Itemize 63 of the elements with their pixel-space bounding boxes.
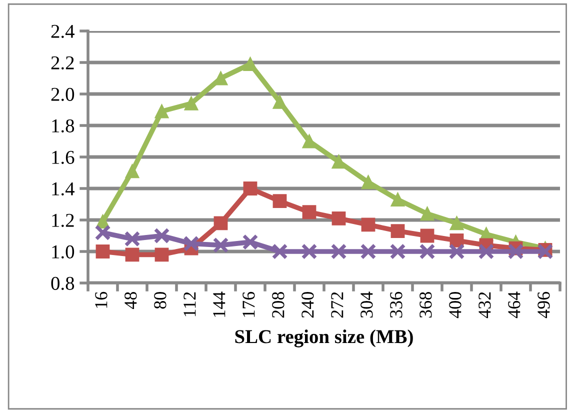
point xyxy=(125,164,140,178)
point xyxy=(301,244,318,260)
x-tick-label: 336 xyxy=(390,292,402,318)
x-tick-label: 16 xyxy=(95,292,108,308)
point xyxy=(242,234,258,250)
point xyxy=(272,94,287,109)
point xyxy=(154,248,169,262)
y-tick-label: 1.4 xyxy=(52,182,74,196)
point xyxy=(390,224,405,238)
point xyxy=(212,237,229,254)
x-tick-label: 368 xyxy=(420,292,432,318)
point xyxy=(332,154,346,169)
x-tick-label: 176 xyxy=(242,292,255,317)
y-tick-label: 0.8 xyxy=(51,276,74,290)
x-tick-label: 272 xyxy=(331,292,344,318)
point xyxy=(478,244,494,260)
point xyxy=(272,194,287,208)
x-tick-label: 400 xyxy=(449,292,462,318)
point xyxy=(390,192,405,206)
point xyxy=(302,134,316,148)
y-tick-label: 2.0 xyxy=(51,88,74,102)
point xyxy=(360,244,376,260)
y-tick-label: 1.8 xyxy=(52,119,74,133)
point xyxy=(448,244,465,260)
x-tick-label: 240 xyxy=(302,292,314,318)
x-tick-label: 112 xyxy=(184,292,196,316)
point xyxy=(330,244,347,260)
x-tick-label: 80 xyxy=(154,292,166,309)
x-tick-label: 48 xyxy=(124,292,137,310)
point xyxy=(361,218,376,232)
point xyxy=(243,57,258,72)
point xyxy=(508,244,524,260)
point xyxy=(94,224,111,241)
y-tick-label: 2.4 xyxy=(51,24,74,38)
point xyxy=(184,96,198,110)
point xyxy=(272,244,288,260)
point xyxy=(154,104,169,118)
y-tick-label: 1.0 xyxy=(52,245,74,259)
x-tick-label: 464 xyxy=(508,292,520,318)
x-tick-label: 144 xyxy=(213,292,226,317)
point xyxy=(125,248,140,262)
point xyxy=(214,216,228,230)
point xyxy=(419,244,436,260)
point xyxy=(420,228,434,243)
y-tick-label: 1.2 xyxy=(52,214,74,228)
y-tick-label: 1.6 xyxy=(52,150,74,164)
point xyxy=(183,236,200,252)
point xyxy=(332,211,346,226)
point xyxy=(243,182,258,196)
point xyxy=(124,230,140,247)
point xyxy=(361,175,376,190)
x-axis-title: SLC region size (MB) xyxy=(235,330,413,348)
point xyxy=(302,205,316,220)
x-tick-label: 496 xyxy=(538,292,550,318)
x-tick-label: 432 xyxy=(478,292,491,318)
point xyxy=(96,244,110,258)
point xyxy=(420,206,434,221)
point xyxy=(390,244,406,260)
point xyxy=(154,228,170,244)
x-tick-label: 208 xyxy=(272,292,284,318)
x-tick-label: 304 xyxy=(360,292,373,318)
y-tick-label: 2.2 xyxy=(51,56,74,70)
point xyxy=(450,216,464,230)
